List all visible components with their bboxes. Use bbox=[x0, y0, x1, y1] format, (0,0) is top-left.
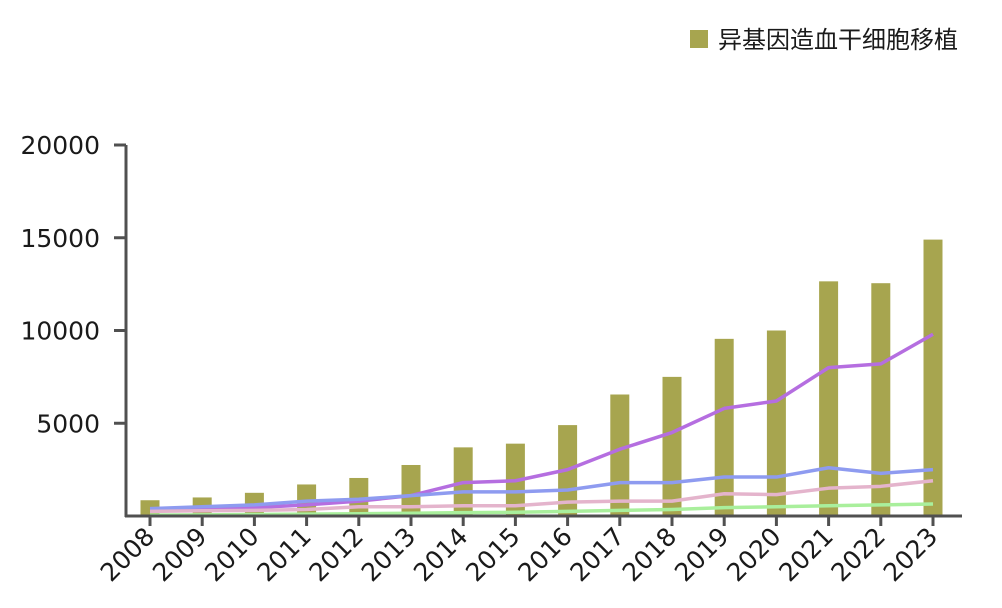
x-tick-label-2016: 2016 bbox=[512, 522, 577, 587]
x-tick-label-2023: 2023 bbox=[878, 522, 943, 587]
y-tick-label: 5000 bbox=[36, 409, 100, 438]
line-group bbox=[149, 332, 934, 517]
x-tick-label-2008: 2008 bbox=[95, 522, 160, 587]
x-tick-label-2011: 2011 bbox=[251, 522, 316, 587]
bar-2022 bbox=[871, 283, 891, 516]
y-tick-label: 10000 bbox=[20, 317, 100, 346]
x-tick-label-2020: 2020 bbox=[721, 522, 786, 587]
bar-2018 bbox=[662, 376, 682, 516]
bar-2017 bbox=[610, 394, 630, 516]
series-line-purple bbox=[149, 332, 934, 513]
bar-2021 bbox=[819, 281, 839, 516]
bar-2019 bbox=[714, 338, 734, 516]
bar-2020 bbox=[766, 330, 786, 516]
series-line-green bbox=[149, 502, 934, 517]
x-tick-label-2010: 2010 bbox=[199, 522, 264, 587]
legend-label-allo-hsct: 异基因造血干细胞移植 bbox=[718, 26, 958, 54]
x-tick-label-2022: 2022 bbox=[826, 522, 891, 587]
series-line-blue bbox=[149, 466, 934, 511]
x-tick-label-2014: 2014 bbox=[408, 522, 473, 587]
bar-2013 bbox=[401, 464, 421, 516]
x-tick-label-2017: 2017 bbox=[565, 522, 630, 587]
series-line-pink bbox=[149, 479, 934, 514]
legend: 异基因造血干细胞移植 bbox=[690, 26, 958, 54]
x-tick-label-2013: 2013 bbox=[356, 522, 421, 587]
x-tick-label-2019: 2019 bbox=[669, 522, 734, 587]
x-tick-label-2012: 2012 bbox=[304, 522, 369, 587]
legend-swatch-allo-hsct bbox=[690, 30, 708, 48]
y-tick-label: 15000 bbox=[20, 224, 100, 253]
y-ticks: 5000 10000 15000 20000 bbox=[20, 131, 126, 438]
x-tick-label-2009: 2009 bbox=[147, 522, 212, 587]
x-ticks: 2008200920102011201220132014201520162017… bbox=[95, 516, 943, 587]
x-tick-label-2018: 2018 bbox=[617, 522, 682, 587]
x-tick-label-2015: 2015 bbox=[460, 522, 525, 587]
bar-2023 bbox=[923, 239, 943, 517]
y-tick-label: 20000 bbox=[20, 131, 100, 160]
x-tick-label-2021: 2021 bbox=[773, 522, 838, 587]
bar-2012 bbox=[349, 477, 369, 516]
